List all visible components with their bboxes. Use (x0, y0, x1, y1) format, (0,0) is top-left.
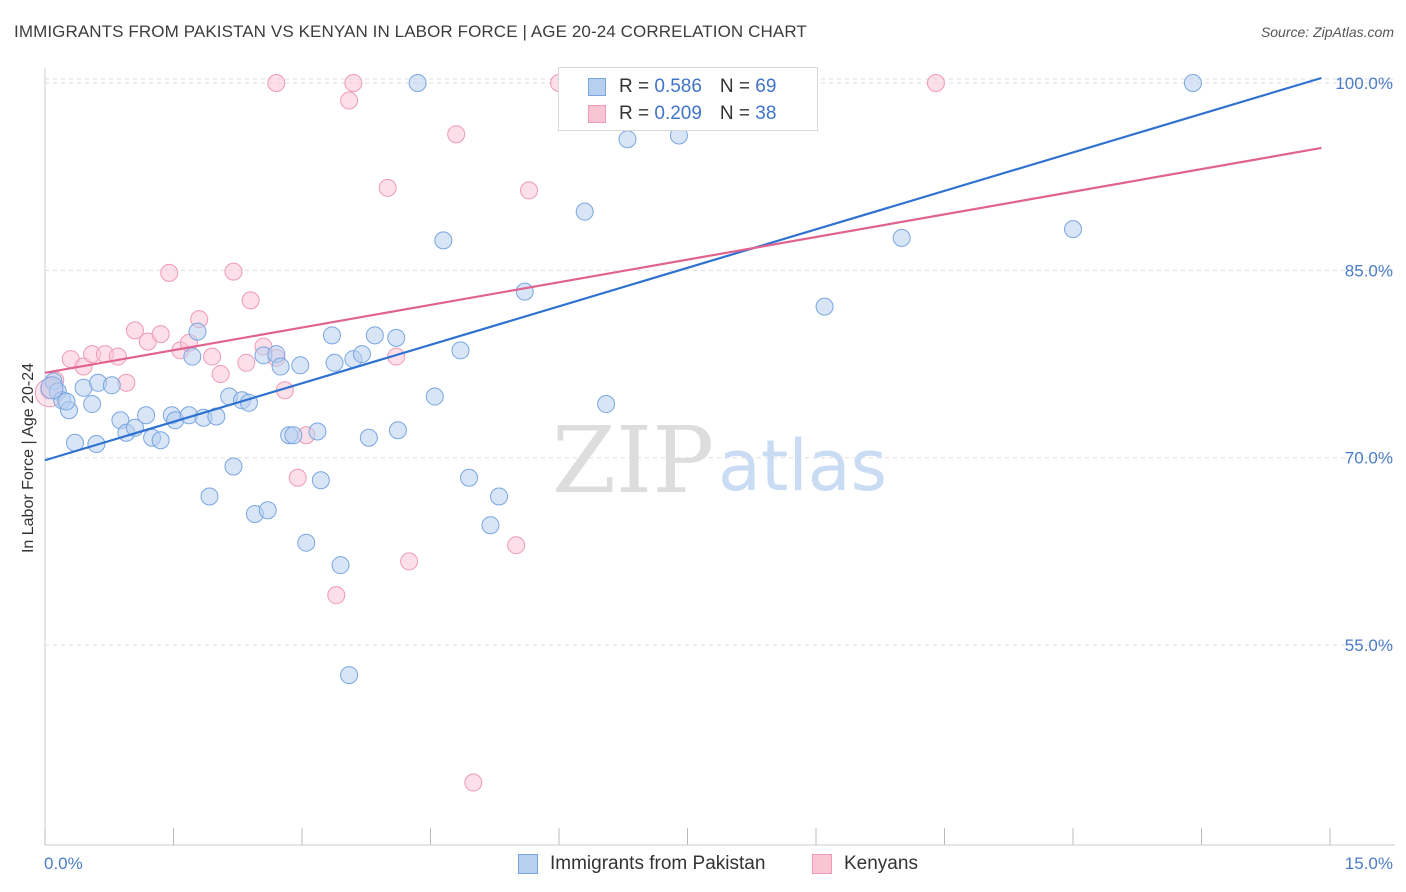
pakistan-point (365, 326, 384, 345)
pakistan-point (481, 516, 500, 535)
pakistan-point (451, 341, 470, 360)
pakistan-point (815, 297, 834, 316)
pakistan-point (1183, 73, 1202, 92)
y-tick-label: 70.0% (1345, 449, 1393, 468)
pakistan-point (291, 356, 310, 375)
pakistan-point (183, 347, 202, 366)
legend-n-value: 69 (755, 76, 777, 97)
pakistan-point (575, 202, 594, 221)
pakistan-point (308, 422, 327, 441)
pakistan-point (434, 231, 453, 250)
kenyan-point (520, 181, 539, 200)
bottom-legend-label-pakistan: Immigrants from Pakistan (550, 853, 766, 874)
kenyan-point (447, 125, 466, 144)
pakistan-point (359, 428, 378, 447)
pakistan-point (408, 73, 427, 92)
legend-n-label: N = (719, 76, 756, 97)
pakistan-point (188, 322, 207, 341)
pakistan-point (388, 421, 407, 440)
bottom-legend-kenyan: Kenyans (812, 852, 918, 876)
y-tick-label: 85.0% (1345, 261, 1393, 280)
pakistan-points (40, 73, 1202, 685)
y-axis-label: In Labor Force | Age 20-24 (20, 363, 37, 553)
chart-title: IMMIGRANTS FROM PAKISTAN VS KENYAN IN LA… (14, 22, 807, 41)
kenyan-point (340, 91, 359, 110)
pakistan-point (297, 533, 316, 552)
y-tick-label: 55.0% (1345, 636, 1393, 655)
bottom-legend-label-kenyan: Kenyans (844, 853, 918, 874)
legend-r-label: R = (619, 103, 655, 124)
source-label: Source: ZipAtlas.com (1260, 24, 1394, 40)
legend-row-kenyan: R = 0.209 N = 38 (619, 102, 776, 126)
pakistan-point (618, 130, 637, 149)
bottom-legend-swatch-pakistan (518, 854, 538, 874)
bottom-legend-swatch-kenyan (812, 854, 832, 874)
kenyan-point (327, 586, 346, 605)
pakistan-point (83, 395, 102, 414)
kenyan-point (224, 262, 243, 281)
kenyan-point (108, 347, 127, 366)
axes (44, 68, 1395, 846)
bottom-legend-pakistan: Immigrants from Pakistan (518, 852, 765, 876)
kenyan-point (926, 73, 945, 92)
pakistan-point (200, 487, 219, 506)
pakistan-point (57, 392, 76, 411)
kenyan-point (267, 73, 286, 92)
legend-r-value: 0.209 (654, 103, 702, 124)
pakistan-point (311, 471, 330, 490)
pakistan-point (284, 426, 303, 445)
pakistan-point (597, 395, 616, 414)
kenyan-point (125, 321, 144, 340)
kenyan-point (203, 347, 222, 366)
pakistan-point (271, 357, 290, 376)
kenyan-trend-line (44, 146, 1322, 374)
pakistan-point (1064, 220, 1082, 239)
pakistan-point (387, 328, 406, 347)
kenyan-point (241, 291, 260, 310)
pakistan-point (515, 282, 534, 301)
pakistan-point (258, 501, 277, 520)
legend-n-label: N = (719, 103, 756, 124)
legend-r-value: 0.586 (654, 76, 702, 97)
pakistan-point (322, 326, 341, 345)
kenyan-point (211, 365, 230, 384)
kenyan-point (507, 536, 526, 555)
tick-labels: 55.0% 70.0% 85.0% 100.0% 0.0% 15.0% (44, 74, 1393, 873)
y-tick-label: 100.0% (1335, 74, 1393, 93)
kenyan-point (400, 552, 419, 571)
x-tick-label: 15.0% (1345, 854, 1393, 873)
kenyan-point (151, 325, 170, 344)
kenyan-point (344, 73, 363, 92)
pakistan-point (340, 666, 359, 685)
kenyan-point (160, 263, 179, 282)
pakistan-point (331, 556, 350, 575)
legend-swatch-pakistan (588, 78, 606, 96)
trend-lines (44, 76, 1322, 462)
pakistan-point (460, 468, 479, 487)
pakistan-point (425, 387, 444, 406)
pakistan-point (352, 345, 371, 364)
legend-r-label: R = (619, 76, 655, 97)
pakistan-point-cluster (40, 376, 64, 400)
watermark-zip: ZIP (552, 407, 714, 514)
pakistan-point (224, 457, 243, 476)
pakistan-point (892, 228, 911, 247)
pakistan-point (102, 376, 121, 395)
pakistan-point (325, 353, 344, 372)
pakistan-point (490, 487, 509, 506)
watermark-atlas: atlas (718, 425, 887, 507)
legend-swatch-kenyan (588, 105, 606, 123)
legend-n-value: 38 (755, 103, 777, 124)
x-tick-label: 0.0% (44, 854, 83, 873)
pakistan-trend-line (44, 76, 1322, 462)
kenyan-point (464, 773, 483, 792)
pakistan-point (151, 431, 170, 450)
pakistan-point (137, 406, 156, 425)
kenyan-point (288, 468, 307, 487)
legend-row-pakistan: R = 0.586 N = 69 (619, 75, 776, 99)
correlation-legend: R = 0.586 N = 69 R = 0.209 N = 38 (558, 67, 818, 131)
kenyan-point (378, 178, 397, 197)
kenyan-point (237, 353, 256, 372)
